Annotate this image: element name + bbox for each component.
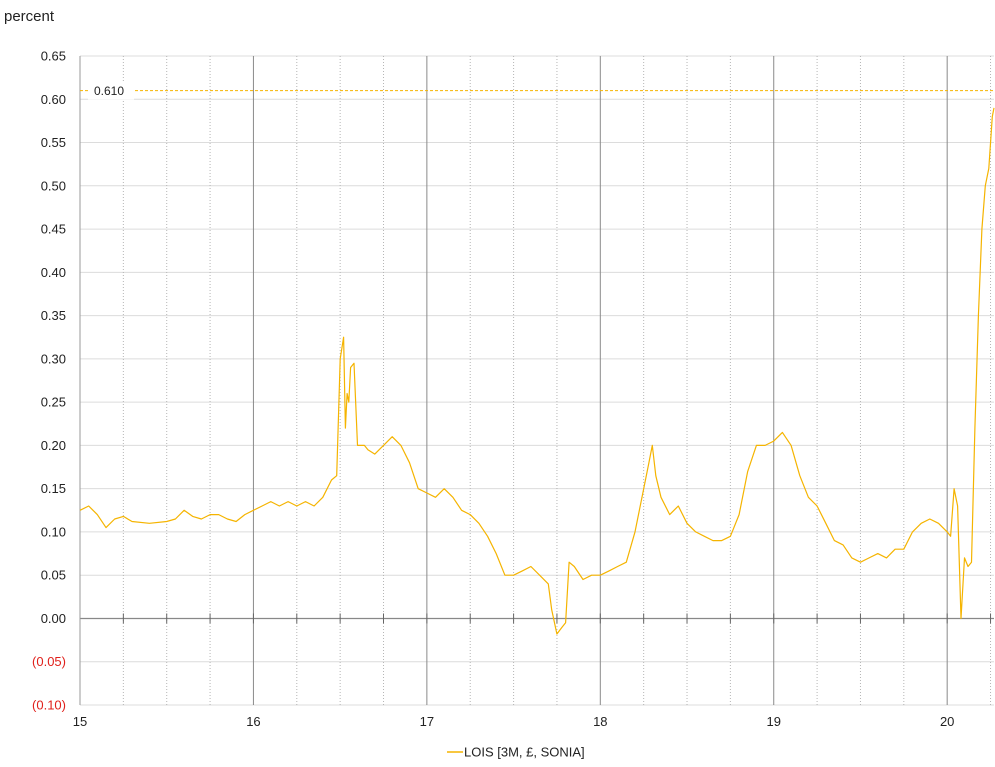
y-tick-label: 0.60	[41, 92, 66, 107]
y-tick-label: (0.10)	[32, 698, 66, 713]
y-tick-label: 0.55	[41, 135, 66, 150]
chart-grid	[79, 55, 994, 706]
y-tick-label: 0.20	[41, 438, 66, 453]
y-tick-label: 0.40	[41, 265, 66, 280]
y-tick-label: 0.30	[41, 351, 66, 366]
y-tick-label: 0.35	[41, 308, 66, 323]
y-axis-unit-label: percent	[4, 8, 55, 25]
reference-line-label: 0.610	[94, 84, 124, 98]
reference-label-background	[88, 81, 134, 100]
y-tick-label: (0.05)	[32, 654, 66, 669]
reference-line-group: 0.610	[80, 81, 994, 100]
y-tick-label: 0.10	[41, 524, 66, 539]
y-tick-label: 0.00	[41, 611, 66, 626]
x-tick-label: 17	[420, 714, 434, 729]
series-line-lois	[79, 107, 995, 635]
legend: LOIS [3M, £, SONIA]	[447, 745, 585, 760]
x-tick-label: 18	[593, 714, 607, 729]
y-tick-label: 0.50	[41, 178, 66, 193]
y-tick-label: 0.15	[41, 481, 66, 496]
y-tick-label: 0.45	[41, 222, 66, 237]
y-tick-label: 0.65	[41, 49, 66, 64]
y-tick-label: 0.05	[41, 568, 66, 583]
x-tick-label: 16	[246, 714, 260, 729]
series-group	[79, 107, 995, 635]
x-tick-label: 19	[767, 714, 781, 729]
legend-label: LOIS [3M, £, SONIA]	[464, 745, 585, 760]
chart-axes: 0.65 0.60 0.55 0.50 0.45 0.40 0.35 0.30 0.25 0.20…	[32, 49, 992, 729]
x-tick-label: 20	[940, 714, 954, 729]
x-tick-label: 15	[73, 714, 87, 729]
y-tick-label: 0.25	[41, 395, 66, 410]
